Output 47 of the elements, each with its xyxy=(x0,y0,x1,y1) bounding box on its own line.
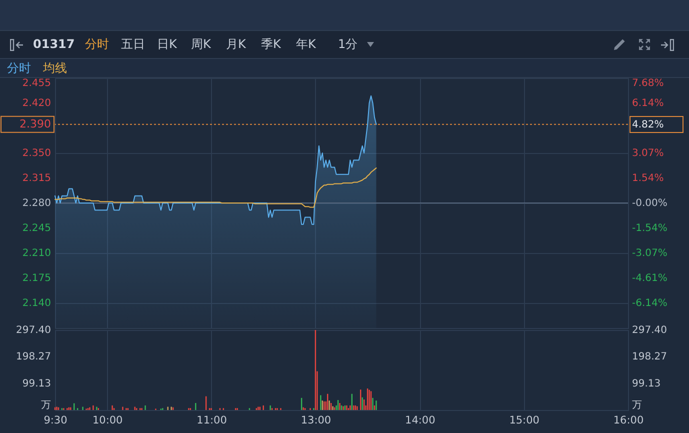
y-tick-label: 297.40 xyxy=(16,325,51,336)
text: 周K xyxy=(191,37,211,51)
y-tick-label: 2.210 xyxy=(22,248,51,259)
text: 1分 xyxy=(338,37,358,51)
text: 分时 xyxy=(85,37,109,51)
x-tick-label: 11:00 xyxy=(196,414,227,426)
y-tick-label: 2.350 xyxy=(22,148,51,159)
y-tick-label: 万 xyxy=(41,400,51,411)
text: 日K xyxy=(157,37,177,51)
y2-tick-label: 万 xyxy=(632,400,642,411)
y-tick-label: 99.13 xyxy=(22,378,51,390)
y-tick-label: 2.140 xyxy=(22,298,51,309)
y2-tick-label: 6.14% xyxy=(632,98,664,110)
y2-tick-label: 198.27 xyxy=(632,352,667,363)
x-tick-label: 16:00 xyxy=(613,414,644,426)
y2-tick-label: 7.68% xyxy=(632,78,664,89)
text: 年K xyxy=(296,37,316,51)
y2-tick-label: -3.07% xyxy=(632,248,668,259)
x-tick-label: 10:00 xyxy=(92,414,123,426)
x-tick-label: 14:00 xyxy=(405,414,436,426)
x-tick-label: 15:00 xyxy=(509,414,540,426)
y2-tick-label: -4.61% xyxy=(632,273,668,284)
y2-tick-label: -0.00% xyxy=(632,198,668,209)
text: 季K xyxy=(261,37,281,51)
text: 均线 xyxy=(43,61,67,75)
chart-title: 01317 xyxy=(33,37,75,51)
text: 月K xyxy=(226,37,246,51)
y2-tick-label: -1.54% xyxy=(632,223,668,234)
y-tick-label: 198.27 xyxy=(16,352,51,363)
ref-line-label: 2.390 xyxy=(20,117,51,130)
y2-tick-label: 1.54% xyxy=(632,172,664,184)
y2-tick-label: 4.82% xyxy=(632,120,664,131)
y2-tick-label: 297.40 xyxy=(632,325,667,336)
y2-tick-label: -6.14% xyxy=(632,298,668,309)
y2-tick-label: 3.07% xyxy=(632,148,664,160)
y-tick-label: 2.280 xyxy=(22,198,51,209)
text: 五日 xyxy=(121,37,145,51)
y-tick-label: 2.245 xyxy=(22,223,51,234)
legend-label: 分时 xyxy=(7,61,31,75)
x-tick-label: 9:30 xyxy=(44,414,68,426)
y-tick-label: 2.455 xyxy=(22,78,51,89)
y-tick-label: 2.420 xyxy=(22,98,51,109)
line-series xyxy=(54,168,377,208)
y-tick-label: 2.175 xyxy=(22,273,51,284)
x-tick-label: 13:00 xyxy=(300,414,332,426)
y2-tick-label: 99.13 xyxy=(632,378,661,390)
y-tick-label: 2.315 xyxy=(22,173,51,184)
